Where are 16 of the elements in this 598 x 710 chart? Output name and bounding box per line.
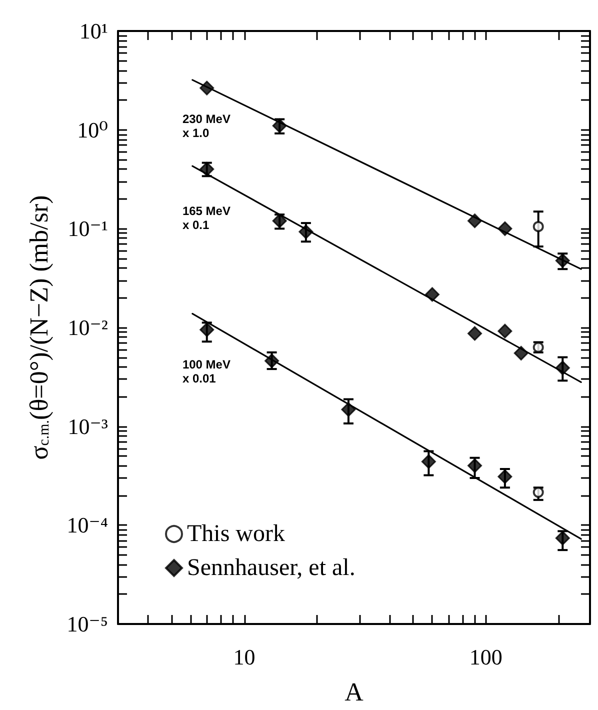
y-tick-label: 10⁻⁴ (66, 512, 108, 538)
x-tick-label: 10 (233, 644, 256, 670)
annotation: 100 MeV x 0.01 (182, 358, 230, 386)
y-tick-label: 10⁰ (77, 117, 108, 142)
annotation: 230 MeV x 1.0 (182, 112, 230, 140)
y-tick-label: 10⁻³ (68, 414, 108, 439)
y-tick-label: 10⁻⁵ (66, 612, 108, 636)
y-tick-label: 10⁻¹ (68, 216, 108, 242)
y-tick-label: 10⁻² (68, 315, 108, 340)
x-axis-title: A (344, 678, 364, 706)
y-axis-title: σc.m.(θ=0°)/(N−Z) (mb/sr) (24, 195, 54, 460)
legend-label: This work (187, 521, 285, 547)
x-tick-label: 100 (469, 644, 502, 670)
annotation: 165 MeV x 0.1 (182, 204, 230, 232)
legend-label: Sennhauser, et al. (187, 555, 356, 581)
y-tick-label: 10¹ (79, 18, 108, 44)
